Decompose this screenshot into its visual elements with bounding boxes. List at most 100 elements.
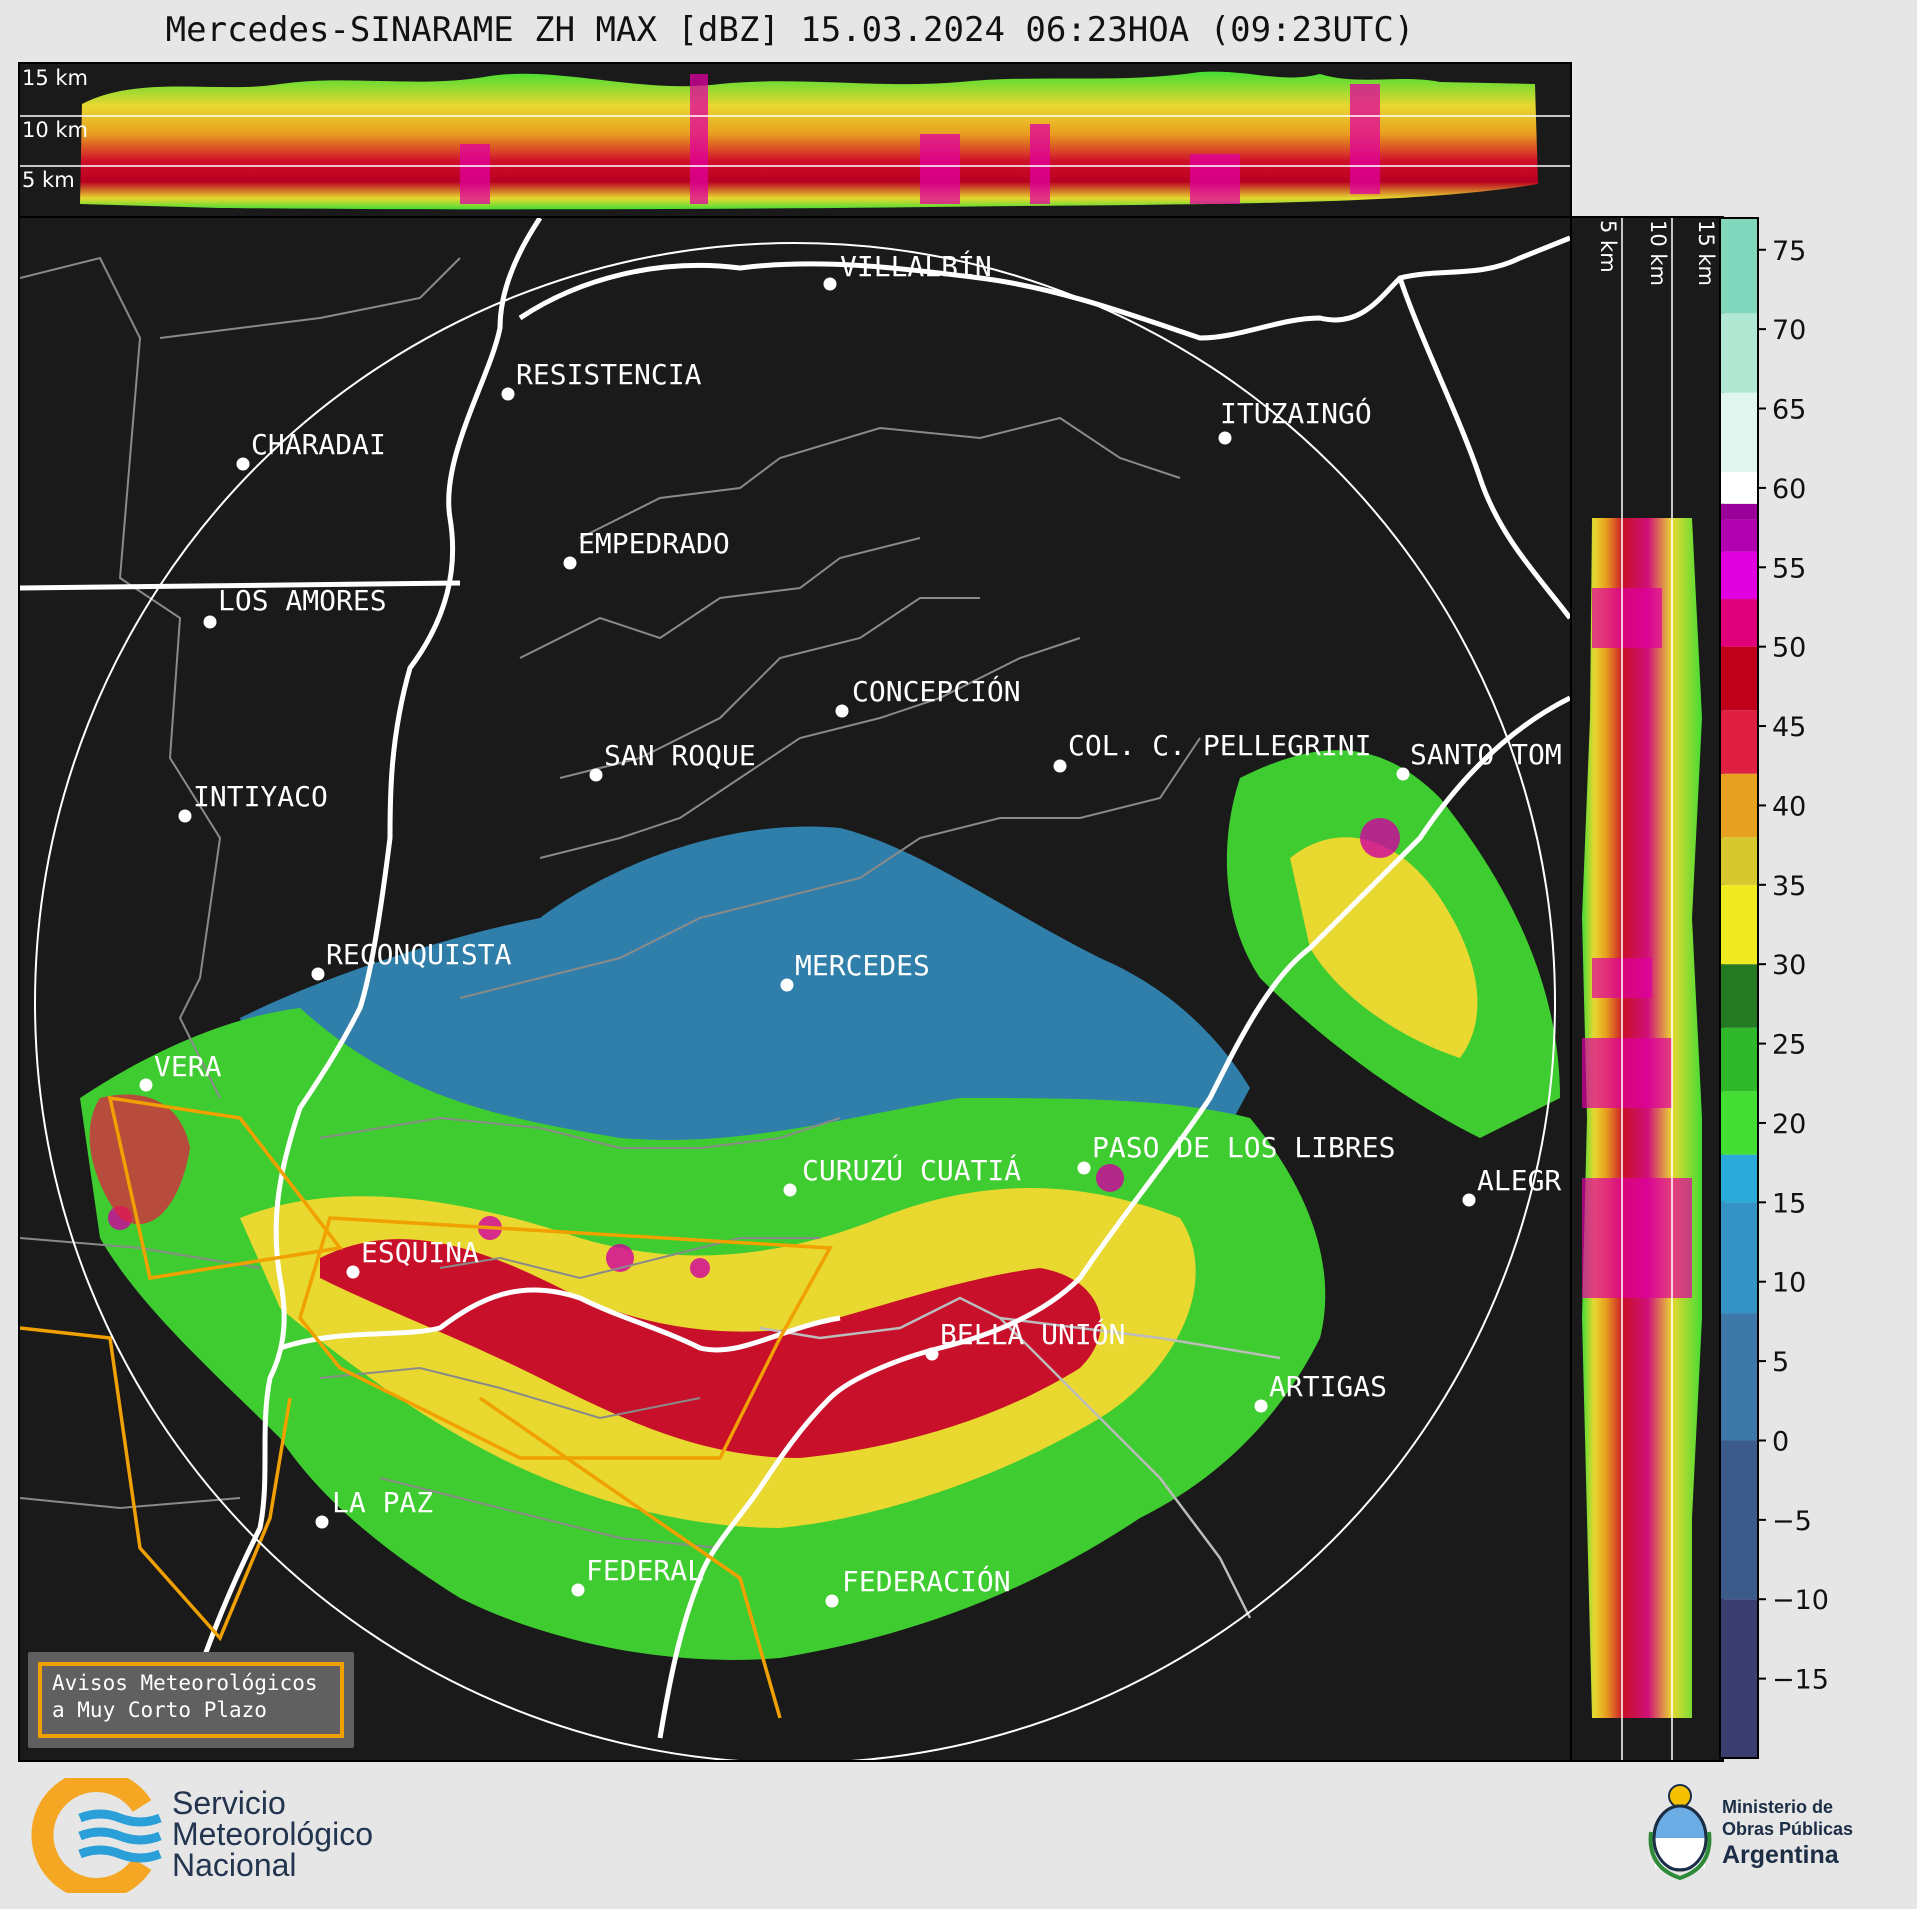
city-dot xyxy=(571,1583,585,1597)
city-label: FEDERAL xyxy=(586,1554,704,1587)
colorbar-tick-label: 45 xyxy=(1772,712,1806,743)
colorbar-band xyxy=(1720,1091,1758,1155)
ministry-line-3: Argentina xyxy=(1722,1841,1839,1869)
colorbar-band xyxy=(1720,837,1758,885)
city-label: ALEGR xyxy=(1477,1164,1561,1197)
colorbar-tick-label: −10 xyxy=(1772,1585,1829,1616)
top-height-label-15: 15 km xyxy=(22,66,89,90)
colorbar-band xyxy=(1720,1440,1758,1600)
radar-map: VILLALBÍN RESISTENCIA CHARADAI ITUZAINGÓ… xyxy=(20,218,1570,1760)
city-dot xyxy=(783,1183,797,1197)
side-height-label-5: 5 km xyxy=(1596,220,1620,273)
city-dot xyxy=(1254,1399,1268,1413)
colorbar-band xyxy=(1720,1154,1758,1203)
top-strong-cores xyxy=(460,74,1380,204)
range-ring xyxy=(34,242,1556,1760)
city-label: EMPEDRADO xyxy=(578,527,730,560)
colorbar-band xyxy=(1720,392,1758,473)
city-dot xyxy=(925,1347,939,1361)
colorbar-frame xyxy=(1719,217,1759,1759)
avisos-line-2: a Muy Corto Plazo xyxy=(52,1698,267,1722)
city-label: BELLA UNIÓN xyxy=(940,1317,1125,1351)
colorbar-band xyxy=(1720,1202,1758,1314)
city-dot xyxy=(1053,759,1067,773)
city-dot xyxy=(1396,767,1410,781)
city-dot xyxy=(203,615,217,629)
top-echo-mass xyxy=(80,71,1538,210)
city-dot xyxy=(178,809,192,823)
uruguay-boundaries xyxy=(759,1296,1281,1619)
colorbar-tick-label: 35 xyxy=(1772,871,1806,902)
colorbar-tick-label: 60 xyxy=(1772,474,1806,505)
chart-title: Mercedes-SINARAME ZH MAX [dBZ] 15.03.202… xyxy=(165,10,1415,50)
smn-logo-text: Servicio Meteorológico Nacional xyxy=(172,1785,373,1883)
colorbar-band xyxy=(1720,710,1758,774)
reflectivity-field xyxy=(80,750,1560,1660)
city-label: RECONQUISTA xyxy=(326,938,512,971)
colorbar-tick-label: 70 xyxy=(1772,315,1806,346)
ministry-logo-text: Ministerio de Obras Públicas Argentina xyxy=(1722,1796,1853,1870)
colorbar-tick-label: 30 xyxy=(1772,950,1806,981)
echo-cores xyxy=(108,818,1400,1278)
colorbar-band xyxy=(1720,884,1758,965)
city-label: CHARADAI xyxy=(251,428,386,461)
city-labels: VILLALBÍN RESISTENCIA CHARADAI ITUZAINGÓ… xyxy=(154,249,1562,1598)
city-label: SANTO TOM xyxy=(1410,738,1562,771)
colorbar-band xyxy=(1720,1599,1758,1758)
smn-line-2: Meteorológico xyxy=(172,1816,373,1852)
colorbar-band xyxy=(1720,646,1758,711)
city-label: LOS AMORES xyxy=(218,584,387,617)
city-label: LA PAZ xyxy=(332,1486,433,1519)
top-cross-section-panel: 15 km 10 km 5 km xyxy=(18,62,1572,218)
city-label: COL. C. PELLEGRINI xyxy=(1068,729,1371,762)
top-cross-section-plot xyxy=(20,71,1570,210)
city-dot xyxy=(780,978,794,992)
colorbar-band xyxy=(1720,551,1758,600)
colorbar-tick-label: 20 xyxy=(1772,1109,1806,1140)
city-dot xyxy=(139,1078,153,1092)
city-dot xyxy=(236,457,250,471)
city-dot xyxy=(346,1265,360,1279)
avisos-notice-frame: Avisos Meteorológicos a Muy Corto Plazo xyxy=(38,1662,344,1738)
colorbar-tick-label: 15 xyxy=(1772,1188,1806,1219)
smn-line-1: Servicio xyxy=(172,1785,286,1821)
colorbar-band xyxy=(1720,519,1758,552)
city-label: ITUZAINGÓ xyxy=(1220,396,1372,430)
city-label: ARTIGAS xyxy=(1269,1370,1387,1403)
radar-map-panel: VILLALBÍN RESISTENCIA CHARADAI ITUZAINGÓ… xyxy=(18,216,1572,1762)
city-dot xyxy=(835,704,849,718)
provincial-borders xyxy=(20,218,1570,1739)
colorbar-band xyxy=(1720,1027,1758,1092)
side-cross-section-panel: 5 km 10 km 15 km xyxy=(1570,216,1724,1762)
city-label: INTIYACO xyxy=(193,780,328,813)
colorbar-tick-label: 50 xyxy=(1772,633,1806,664)
city-dot xyxy=(563,556,577,570)
avisos-line-1: Avisos Meteorológicos xyxy=(52,1671,318,1695)
city-label: CURUZÚ CUATIÁ xyxy=(802,1153,1021,1187)
city-markers xyxy=(139,277,1476,1608)
colorbar-tick-label: 25 xyxy=(1772,1030,1806,1061)
ministry-line-2: Obras Públicas xyxy=(1722,1819,1854,1839)
colorbar-tick-label: 40 xyxy=(1772,791,1806,822)
city-dot xyxy=(1077,1161,1091,1175)
colorbar-band xyxy=(1720,472,1758,504)
colorbar-band xyxy=(1720,313,1758,393)
side-height-label-15: 15 km xyxy=(1694,220,1718,287)
city-label: MERCEDES xyxy=(795,949,930,982)
colorbar-tick-label: 10 xyxy=(1772,1268,1806,1299)
smn-line-3: Nacional xyxy=(172,1847,297,1883)
city-dot xyxy=(1462,1193,1476,1207)
avisos-notice[interactable]: Avisos Meteorológicos a Muy Corto Plazo xyxy=(28,1652,354,1748)
top-height-label-5: 5 km xyxy=(22,168,75,192)
colorbar-tick-label: 65 xyxy=(1772,395,1806,426)
city-dot xyxy=(823,277,837,291)
colorbar-tick-label: −15 xyxy=(1772,1665,1829,1696)
city-label: FEDERACIÓN xyxy=(842,1564,1011,1598)
colorbar-band xyxy=(1720,599,1758,647)
side-strong-cores xyxy=(1582,588,1692,1298)
city-label: CONCEPCIÓN xyxy=(852,674,1021,708)
ministry-line-1: Ministerio de xyxy=(1722,1797,1834,1817)
city-dot xyxy=(501,387,515,401)
city-label: PASO DE LOS LIBRES xyxy=(1092,1131,1395,1164)
